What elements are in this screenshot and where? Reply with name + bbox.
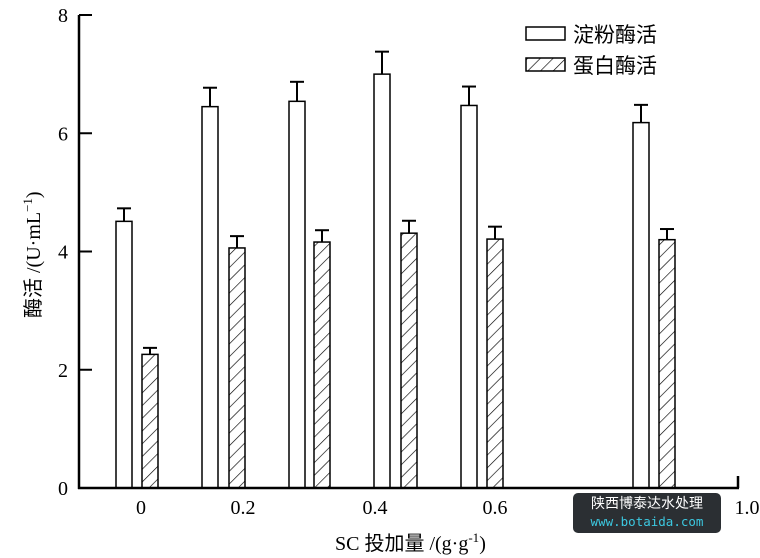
- x-tick-label: 1.0: [735, 497, 760, 519]
- bar-starch-activity: [288, 100, 306, 489]
- y-tick-label: 0: [58, 478, 68, 500]
- bar-protease-activity: [313, 241, 331, 489]
- watermark-line2: www.botaida.com: [590, 514, 704, 529]
- legend-swatch-starch: [525, 26, 566, 41]
- bar-protease-activity: [228, 247, 246, 489]
- y-tick-label: 6: [58, 123, 68, 145]
- y-tick-label: 4: [58, 242, 68, 264]
- bar-starch-activity: [115, 220, 133, 489]
- legend-label-starch: 淀粉酶活: [573, 23, 657, 47]
- bar-starch-activity: [373, 73, 391, 489]
- y-tick-label: 8: [58, 5, 68, 27]
- legend-swatch-protein: [525, 57, 566, 72]
- bar-protease-activity: [486, 238, 504, 489]
- watermark-line1: 陕西博泰达水处理: [591, 496, 703, 512]
- x-tick-label: 0.6: [483, 497, 508, 519]
- x-tick-label: 0: [136, 497, 146, 519]
- watermark: 陕西博泰达水处理 www.botaida.com: [573, 493, 721, 533]
- y-axis-title: 酶活 /(U·mL−1): [20, 191, 45, 318]
- bar-protease-activity: [400, 232, 418, 489]
- x-axis-title: SC 投加量 /(g·g-1): [335, 530, 486, 555]
- bar-starch-activity: [460, 104, 478, 489]
- legend-label-protein: 蛋白酶活: [573, 54, 657, 78]
- x-tick-label: 0.4: [363, 497, 388, 519]
- bar-protease-activity: [141, 353, 159, 489]
- bar-starch-activity: [632, 121, 650, 489]
- x-tick-label: 0.2: [231, 497, 256, 519]
- bar-protease-activity: [658, 238, 676, 489]
- bar-starch-activity: [201, 105, 219, 489]
- y-tick-label: 2: [58, 360, 68, 382]
- legend: 淀粉酶活 蛋白酶活: [525, 23, 657, 78]
